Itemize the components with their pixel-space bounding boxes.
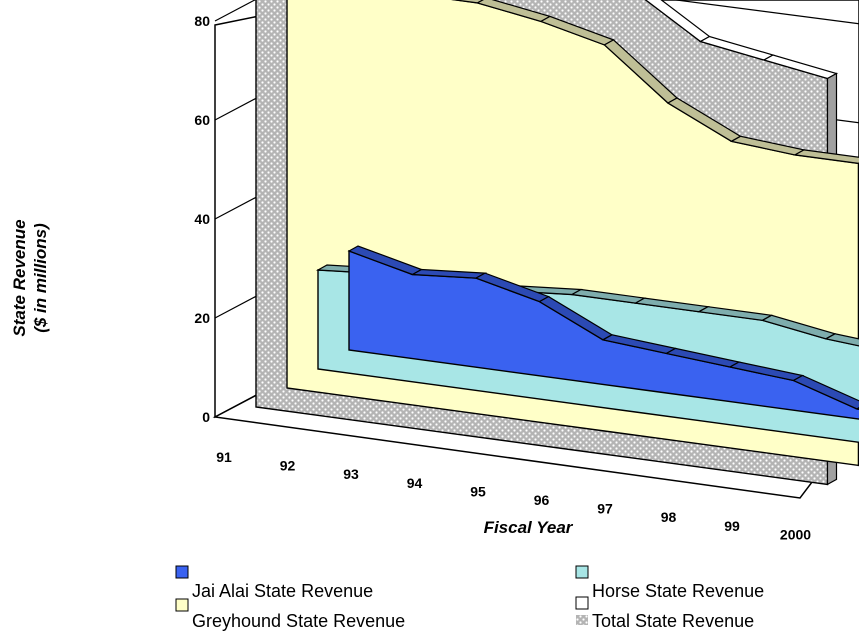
legend-swatch-total-dots (576, 615, 588, 625)
legend-item-horse: Horse State Revenue (575, 565, 764, 601)
y-tick-label: 60 (194, 112, 210, 128)
series-top-segment-2-2 (451, 0, 484, 4)
legend-item-total: Total State Revenue (575, 596, 754, 631)
legend-swatch-greyhound (175, 598, 189, 612)
x-tick-label: 91 (216, 449, 232, 465)
legend-swatch-jai-alai (175, 565, 189, 579)
legend-swatch-horse (575, 565, 589, 579)
x-tick-label: 98 (661, 509, 677, 525)
legend-label-jai-alai: Jai Alai State Revenue (192, 581, 373, 601)
legend-item-jai-alai: Jai Alai State Revenue (175, 565, 373, 601)
x-axis-title: Fiscal Year (484, 518, 574, 537)
legend-item-greyhound: Greyhound State Revenue (175, 598, 405, 631)
y-tick-label: 40 (194, 211, 210, 227)
x-tick-labels: 91 92 93 94 95 96 97 98 99 2000 (216, 449, 811, 542)
legend-label-total: Total State Revenue (592, 611, 754, 631)
gridline-left (214, 0, 257, 22)
legend-label-horse: Horse State Revenue (592, 581, 764, 601)
gridline-back (671, 0, 859, 25)
series-top-segment-2-8 (793, 149, 859, 165)
x-tick-label: 97 (597, 501, 613, 517)
x-tick-label: 93 (343, 466, 359, 482)
y-axis-subtitle: ($ in millions) (31, 223, 50, 333)
x-tick-label: 99 (724, 518, 740, 534)
x-tick-label: 2000 (780, 526, 811, 542)
x-tick-label: 96 (534, 492, 550, 508)
x-tick-label: 92 (280, 458, 296, 474)
legend-label-greyhound: Greyhound State Revenue (192, 611, 405, 631)
legend-swatch-total-outline (575, 596, 589, 610)
y-tick-label: 80 (194, 13, 210, 29)
x-tick-label: 94 (407, 475, 423, 491)
y-tick-labels: 020406080100120 (194, 13, 210, 425)
legend: Jai Alai State Revenue Horse State Reven… (175, 565, 764, 631)
series-top-segment-0-7 (792, 374, 859, 410)
y-axis-title: State Revenue (10, 219, 29, 336)
y-tick-label: 20 (194, 310, 210, 326)
series-layer (255, 0, 859, 486)
series-top-segment-1-8 (824, 333, 859, 347)
series-0 (347, 245, 859, 420)
x-tick-label: 95 (470, 483, 486, 499)
y-tick-label: 0 (202, 409, 210, 425)
